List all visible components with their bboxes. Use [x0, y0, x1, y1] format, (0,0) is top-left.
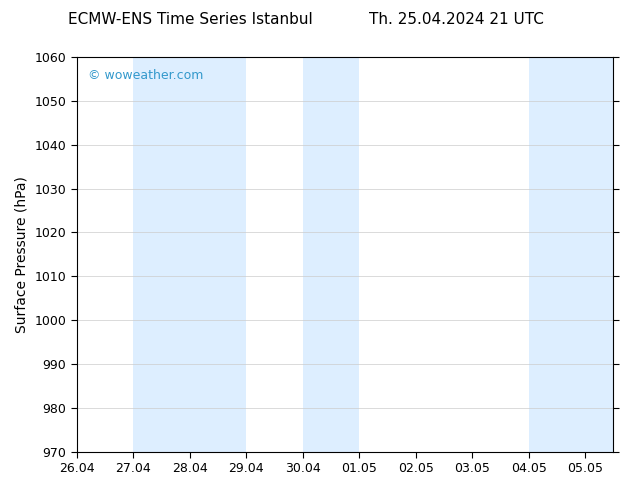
Bar [303, 57, 359, 452]
Text: Th. 25.04.2024 21 UTC: Th. 25.04.2024 21 UTC [369, 12, 544, 27]
Y-axis label: Surface Pressure (hPa): Surface Pressure (hPa) [15, 176, 29, 333]
Text: © woweather.com: © woweather.com [87, 69, 203, 82]
Bar [133, 57, 246, 452]
Bar [529, 57, 634, 452]
Text: ECMW-ENS Time Series Istanbul: ECMW-ENS Time Series Istanbul [68, 12, 313, 27]
